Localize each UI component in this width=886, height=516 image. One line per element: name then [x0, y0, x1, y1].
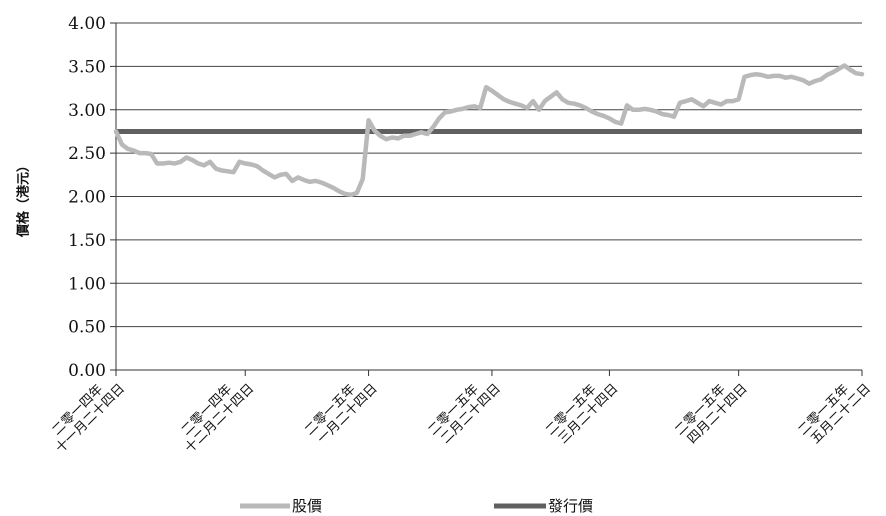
- y-tick-label: 4.00: [68, 14, 106, 34]
- y-tick-label: 2.00: [68, 188, 106, 208]
- y-tick-label: 0.50: [68, 318, 106, 338]
- y-tick-label: 2.50: [68, 144, 106, 164]
- y-axis-label: 價格（港元）: [16, 159, 32, 238]
- axes: [115, 23, 862, 371]
- y-axis-ticks: 0.00 0.50 1.00 1.50 2.00 2.50 3.00 3.50 4.00: [68, 14, 116, 381]
- y-tick-label: 1.00: [68, 274, 106, 294]
- y-tick-label: 3.50: [68, 57, 106, 77]
- y-tick-label: 1.50: [68, 231, 106, 251]
- grid-lines: [116, 22, 862, 328]
- legend-label-offer-price: 發行價: [548, 497, 593, 515]
- y-tick-label: 3.00: [68, 101, 106, 121]
- series-lines: [113, 63, 865, 198]
- y-tick-label: 0.00: [68, 361, 106, 381]
- series-line-stock-price: [113, 63, 865, 198]
- legend-label-stock-price: 股價: [292, 497, 322, 515]
- legend: 股價 發行價: [240, 497, 593, 515]
